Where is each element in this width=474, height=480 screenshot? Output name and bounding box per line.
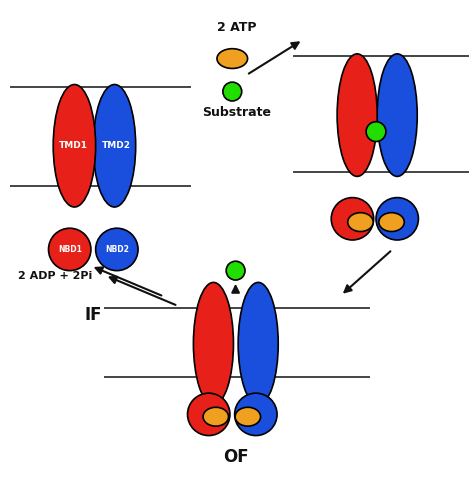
- Ellipse shape: [93, 84, 136, 207]
- Text: IF: IF: [84, 306, 102, 324]
- Text: Substrate: Substrate: [202, 106, 272, 119]
- Ellipse shape: [376, 198, 419, 240]
- Text: NBD1: NBD1: [58, 245, 82, 254]
- Ellipse shape: [203, 408, 228, 426]
- Ellipse shape: [193, 282, 234, 405]
- Text: 2 ADP + 2Pi: 2 ADP + 2Pi: [18, 271, 93, 281]
- Text: 2 ATP: 2 ATP: [217, 21, 257, 34]
- Text: TMD1: TMD1: [58, 141, 88, 150]
- Text: TMD2: TMD2: [101, 141, 130, 150]
- Ellipse shape: [331, 198, 374, 240]
- Ellipse shape: [226, 261, 245, 280]
- Text: NBD2: NBD2: [105, 245, 129, 254]
- Ellipse shape: [377, 54, 417, 176]
- Ellipse shape: [379, 213, 404, 231]
- Ellipse shape: [53, 84, 96, 207]
- Ellipse shape: [223, 82, 242, 101]
- Ellipse shape: [188, 393, 230, 435]
- Ellipse shape: [337, 54, 377, 176]
- Ellipse shape: [48, 228, 91, 271]
- Ellipse shape: [235, 408, 261, 426]
- Ellipse shape: [235, 393, 277, 435]
- Text: OF: OF: [223, 448, 248, 466]
- Ellipse shape: [238, 282, 278, 405]
- Ellipse shape: [96, 228, 138, 271]
- Ellipse shape: [348, 213, 373, 231]
- Ellipse shape: [217, 48, 247, 69]
- Ellipse shape: [366, 122, 386, 142]
